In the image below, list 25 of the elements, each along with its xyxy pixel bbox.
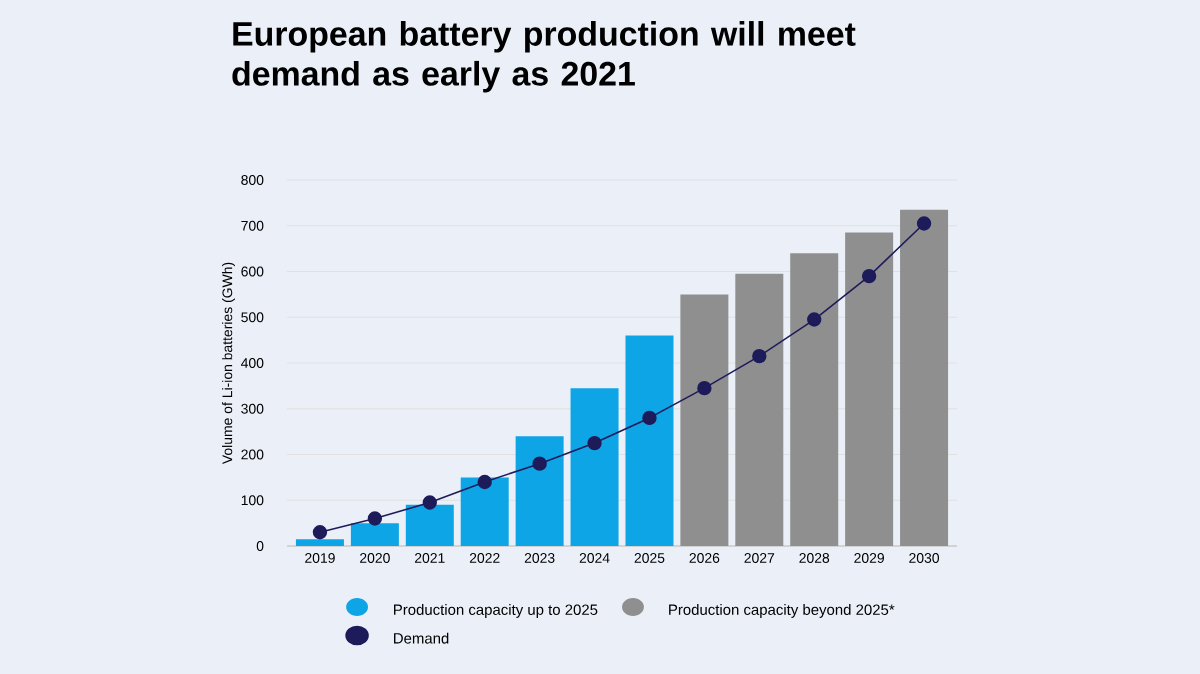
bar	[460, 477, 509, 546]
bar	[405, 504, 454, 546]
bar	[625, 335, 674, 546]
point	[312, 525, 328, 540]
bar	[735, 273, 784, 546]
point	[807, 312, 822, 327]
bar	[515, 436, 564, 546]
point	[532, 456, 547, 471]
bar	[295, 539, 344, 546]
point	[477, 474, 492, 490]
bar	[570, 388, 619, 546]
point	[697, 380, 712, 396]
point	[916, 216, 932, 231]
bar	[900, 209, 949, 546]
point	[367, 511, 383, 526]
point	[752, 348, 767, 364]
bar	[845, 232, 894, 546]
point	[861, 268, 877, 284]
point	[587, 435, 602, 451]
point	[422, 495, 437, 510]
point	[642, 410, 657, 426]
bar	[790, 253, 839, 546]
bar	[350, 523, 399, 546]
chart-title: European battery production will meet demand as early as 2021	[232, 21, 856, 93]
bar	[680, 294, 729, 546]
